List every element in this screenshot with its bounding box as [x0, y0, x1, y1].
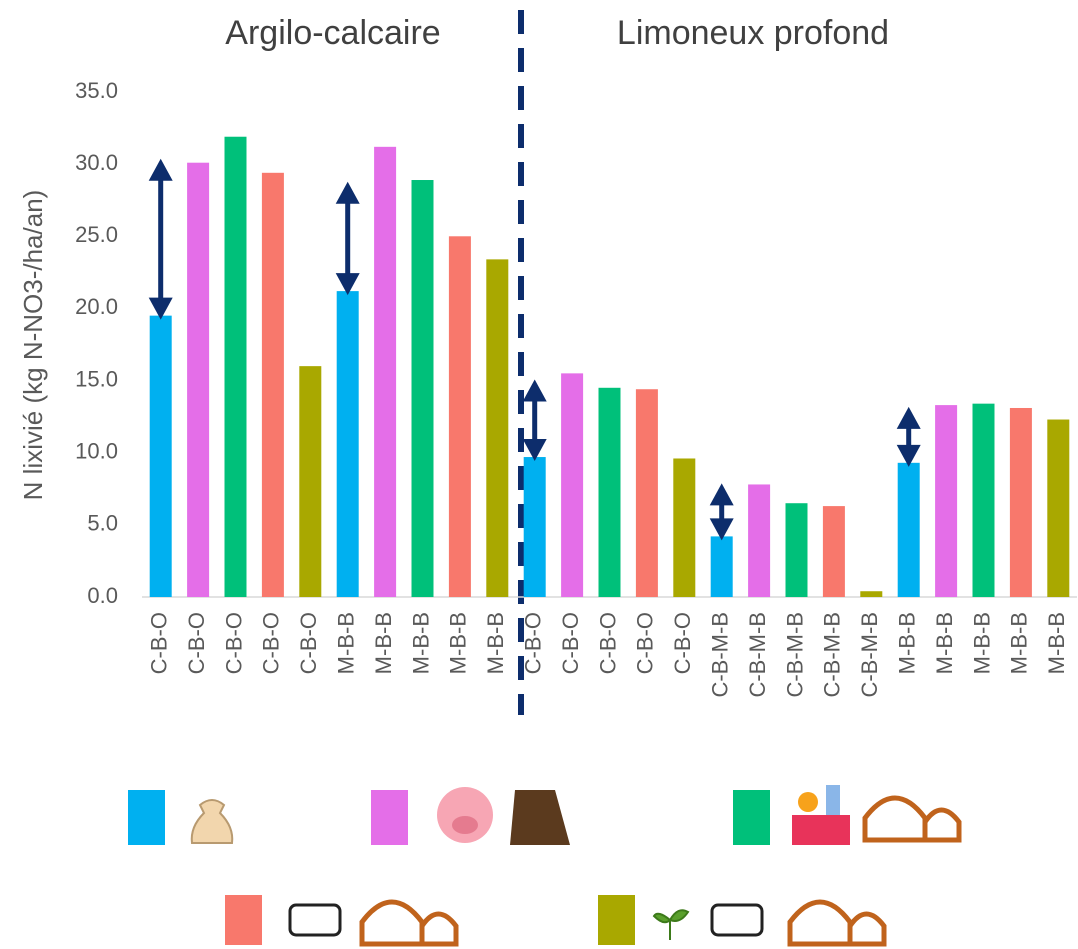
- bar: [374, 146, 397, 598]
- group-label: Limoneux profond: [617, 14, 889, 52]
- icon-building: [359, 899, 459, 947]
- x-tick-label: M-B-B: [334, 612, 359, 674]
- x-tick-label: C-B-O: [670, 612, 695, 674]
- bar: [598, 387, 621, 597]
- bar: [411, 180, 434, 597]
- icon-building: [787, 899, 887, 947]
- icon-pig-nose: [452, 816, 478, 834]
- bar: [523, 457, 546, 597]
- arrow-head: [896, 444, 921, 467]
- icon-fruit: [798, 792, 818, 812]
- x-tick-label: M-B-B: [1044, 612, 1069, 674]
- y-tick-label: 35.0: [75, 78, 118, 103]
- x-tick-label: C-B-O: [633, 612, 658, 674]
- legend-swatch: [598, 895, 635, 945]
- x-tick-label: M-B-B: [932, 612, 957, 674]
- y-tick-label: 0.0: [87, 583, 118, 608]
- y-tick-label: 25.0: [75, 222, 118, 247]
- bar: [635, 389, 658, 597]
- x-tick-label: C-B-O: [595, 612, 620, 674]
- icon-pig: [437, 787, 493, 843]
- x-tick-label: C-B-O: [259, 612, 284, 674]
- arrow-head: [335, 273, 360, 296]
- x-tick-label: C-B-M-B: [745, 612, 770, 698]
- bar: [710, 536, 733, 597]
- x-tick-label: C-B-O: [558, 612, 583, 674]
- x-tick-label: M-B-B: [483, 612, 508, 674]
- legend-swatch: [128, 790, 165, 845]
- x-tick-label: C-B-O: [521, 612, 546, 674]
- x-tick-label: C-B-O: [147, 612, 172, 674]
- x-tick-label: M-B-B: [446, 612, 471, 674]
- legend-swatch: [225, 895, 262, 945]
- bar: [486, 259, 509, 597]
- icon-sprout: [652, 909, 690, 940]
- bar: [149, 315, 172, 597]
- arrow-head: [709, 518, 734, 541]
- y-tick-label: 20.0: [75, 294, 118, 319]
- bar: [673, 458, 696, 597]
- x-tick-label: M-B-B: [969, 612, 994, 674]
- bar: [785, 503, 808, 597]
- bar: [1047, 419, 1070, 597]
- x-tick-label: M-B-B: [371, 612, 396, 674]
- bar: [972, 403, 995, 597]
- x-tick-label: M-B-B: [895, 612, 920, 674]
- icon-building: [862, 795, 962, 843]
- icon-cow: [710, 903, 764, 937]
- x-tick-label: M-B-B: [1007, 612, 1032, 674]
- arrow-head: [522, 439, 547, 462]
- icon-cow: [288, 903, 342, 937]
- x-tick-label: C-B-M-B: [782, 612, 807, 698]
- legend: [128, 785, 962, 947]
- bar: [1009, 407, 1032, 597]
- x-tick-label: C-B-O: [221, 612, 246, 674]
- bar: [448, 236, 471, 598]
- arrow-head: [148, 158, 173, 181]
- arrow-head: [522, 379, 547, 402]
- x-tick-label: C-B-M-B: [708, 612, 733, 698]
- bar: [261, 172, 284, 598]
- group-label: Argilo-calcaire: [225, 14, 440, 52]
- y-tick-label: 10.0: [75, 439, 118, 464]
- bar: [897, 462, 920, 597]
- bar: [187, 162, 210, 597]
- y-tick-label: 30.0: [75, 150, 118, 175]
- y-axis-title: N lixivié (kg N-NO3-/ha/an): [18, 190, 48, 501]
- bar: [860, 591, 883, 597]
- icon-soil: [510, 790, 570, 845]
- icon-bag: [190, 799, 234, 844]
- bar: [748, 484, 771, 597]
- x-tick-label: C-B-O: [296, 612, 321, 674]
- bar: [822, 506, 845, 597]
- legend-swatch: [733, 790, 770, 845]
- arrow-head: [709, 483, 734, 506]
- x-tick-label: C-B-M-B: [820, 612, 845, 698]
- icon-bottle: [826, 785, 840, 815]
- bar: [299, 366, 322, 597]
- icon-basket: [792, 815, 850, 845]
- x-tick-label: C-B-M-B: [857, 612, 882, 698]
- legend-swatch: [371, 790, 408, 845]
- y-tick-label: 5.0: [87, 511, 118, 536]
- y-tick-label: 15.0: [75, 366, 118, 391]
- bar: [935, 405, 958, 597]
- bar: [561, 373, 584, 597]
- arrow-head: [896, 406, 921, 429]
- x-tick-label: M-B-B: [408, 612, 433, 674]
- arrow-head: [335, 181, 360, 204]
- arrow-head: [148, 297, 173, 320]
- bar: [336, 291, 359, 597]
- x-tick-label: C-B-O: [184, 612, 209, 674]
- bar: [224, 136, 247, 597]
